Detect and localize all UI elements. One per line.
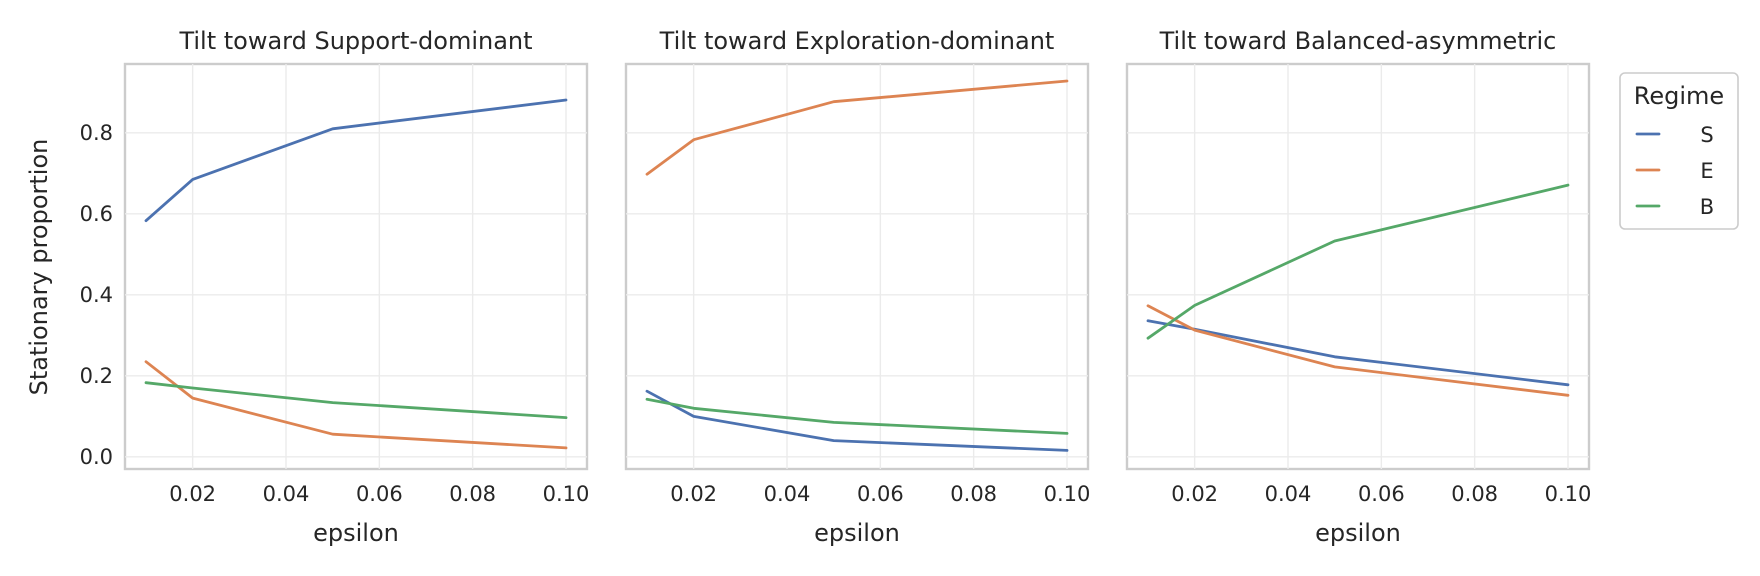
panel-title: Tilt toward Balanced-asymmetric [1159,27,1557,55]
x-axis-label: epsilon [313,519,399,547]
x-tick-label: 0.02 [169,482,216,506]
x-tick-label: 0.04 [764,482,811,506]
plot-frame [624,62,1090,471]
panel-1: 0.0 0.2 0.4 0.6 0.8 0.02 0.04 0.06 0.08 0.10 Tilt … [80,27,590,547]
y-axis-label: Stationary proportion [25,139,53,396]
x-tick-label: 0.08 [449,482,496,506]
y-tick-label: 0.4 [80,283,113,307]
x-tick-label: 0.08 [1451,482,1498,506]
series-line-s [1146,319,1570,387]
x-tick-label: 0.04 [263,482,310,506]
panel-3: 0.02 0.04 0.06 0.08 0.10 Tilt toward Balanced… [1125,27,1592,547]
x-tick-label: 0.10 [543,482,590,506]
legend-title: Regime [1634,82,1724,110]
plot-frame [1125,62,1591,471]
legend-label-e: E [1700,159,1713,183]
x-tick-label: 0.06 [1358,482,1405,506]
x-tick-label: 0.06 [857,482,904,506]
x-axis-label: epsilon [1315,519,1401,547]
x-tick-label: 0.02 [670,482,717,506]
x-axis-label: epsilon [814,519,900,547]
series-line-b [1146,183,1570,340]
panel-title: Tilt toward Support-dominant [178,27,532,55]
x-tick-label: 0.02 [1171,482,1218,506]
legend-frame [1619,72,1739,230]
series-line-b [645,397,1069,435]
series-line-e [144,360,568,450]
legend-label-b: B [1700,195,1714,219]
legend-items: SEB [1635,123,1714,219]
series-line-b [144,381,568,420]
y-tick-label: 0.2 [80,364,113,388]
y-tick-label: 0.8 [80,121,113,145]
series-line-e [1146,304,1570,397]
panel-title: Tilt toward Exploration-dominant [659,27,1055,55]
x-tick-label: 0.06 [356,482,403,506]
y-tick-label: 0.6 [80,202,113,226]
x-tick-label: 0.08 [950,482,997,506]
x-tick-label: 0.10 [1545,482,1592,506]
y-tick-label: 0.0 [80,445,113,469]
x-tick-label: 0.10 [1044,482,1091,506]
panel-2: 0.02 0.04 0.06 0.08 0.10 Tilt toward Explorat… [624,27,1091,547]
x-tick-label: 0.04 [1265,482,1312,506]
chart-panels: 0.0 0.2 0.4 0.6 0.8 0.02 0.04 0.06 0.08 0.10 Tilt … [80,27,1592,547]
series-line-s [144,98,568,223]
series-line-e [645,79,1069,176]
legend-label-s: S [1700,123,1713,147]
legend: Regime SEB [1619,72,1739,230]
